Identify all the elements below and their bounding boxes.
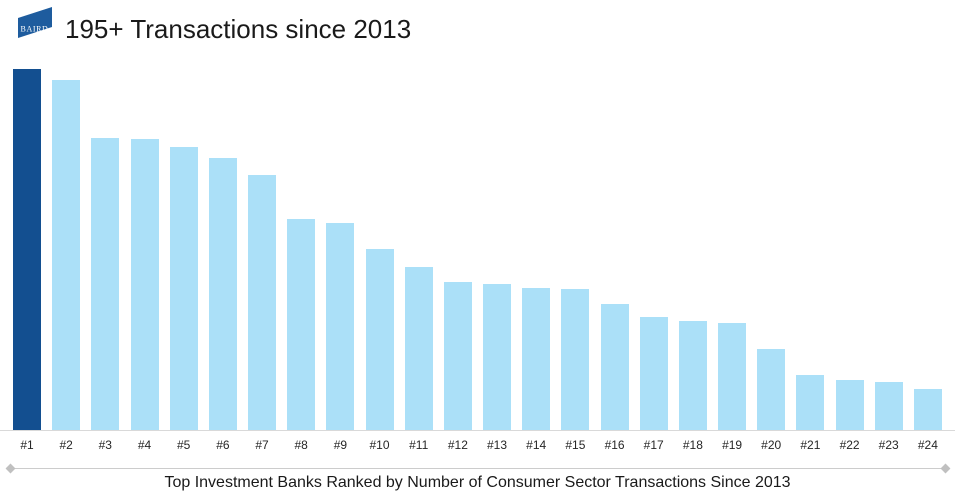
- footer-divider-line: [10, 468, 946, 469]
- header: BAIRD 195+ Transactions since 2013: [0, 0, 955, 56]
- bar-rank-3: [91, 137, 120, 430]
- bar-rank-15: [561, 289, 590, 430]
- x-tick-label-8: #8: [294, 438, 308, 452]
- x-tick-label-24: #24: [917, 438, 938, 452]
- bar-rank-16: [600, 304, 629, 430]
- bar-rank-18: [678, 320, 707, 430]
- bar-rank-22: [835, 380, 864, 430]
- x-tick-label-1: #1: [20, 438, 34, 452]
- x-tick-label-9: #9: [333, 438, 348, 452]
- x-tick-label-11: #11: [409, 438, 429, 452]
- x-tick-label-12: #12: [447, 438, 468, 452]
- x-tick-label-13: #13: [486, 438, 508, 452]
- x-tick-label-6: #6: [216, 438, 230, 452]
- bar-rank-1: [13, 69, 41, 430]
- bar-rank-14: [522, 287, 551, 430]
- x-tick-label-18: #18: [682, 438, 703, 452]
- bar-rank-21: [796, 374, 825, 430]
- chart-caption: Top Investment Banks Ranked by Number of…: [164, 474, 791, 491]
- bar-rank-17: [639, 317, 668, 430]
- divider-diamond-left-icon: [5, 463, 16, 474]
- x-tick-label-4: #4: [137, 438, 152, 452]
- bar-rank-4: [130, 139, 159, 430]
- x-tick-label-7: #7: [255, 438, 269, 452]
- x-tick-label-22: #22: [839, 438, 860, 452]
- bar-rank-20: [757, 348, 786, 430]
- x-tick-label-10: #10: [369, 438, 390, 452]
- bar-rank-23: [874, 381, 903, 430]
- bar-rank-11: [404, 267, 433, 430]
- bar-rank-5: [169, 146, 198, 430]
- page-title: 195+ Transactions since 2013: [65, 14, 412, 44]
- x-tick-label-14: #14: [526, 438, 547, 452]
- bar-rank-12: [443, 281, 472, 430]
- x-tick-label-19: #19: [722, 438, 743, 452]
- bar-rank-6: [208, 157, 237, 430]
- x-tick-label-23: #23: [878, 438, 899, 452]
- x-tick-label-21: #21: [800, 438, 821, 452]
- bar-rank-2: [52, 80, 81, 430]
- baird-logo: BAIRD: [18, 7, 52, 38]
- baird-logo-text: BAIRD: [21, 25, 49, 34]
- x-tick-label-17: #17: [643, 438, 664, 452]
- x-tick-label-15: #15: [565, 438, 586, 452]
- x-tick-label-2: #2: [59, 438, 73, 452]
- baird-logo-parallelogram: [18, 7, 52, 38]
- divider-diamond-right-icon: [940, 463, 951, 474]
- bar-rank-24: [913, 389, 942, 430]
- bar-rank-7: [248, 174, 276, 430]
- x-tick-label-20: #20: [761, 438, 782, 452]
- x-axis-line: [0, 430, 955, 431]
- bar-rank-13: [483, 283, 511, 430]
- bar-rank-19: [718, 322, 747, 430]
- bar-rank-10: [365, 248, 394, 430]
- bar-chart-plot: [13, 69, 942, 430]
- x-tick-label-5: #5: [177, 438, 191, 452]
- x-tick-label-16: #16: [604, 438, 625, 452]
- x-axis-tick-labels: #1 #2 #3 #4 #5 #6 #7 #8 #9 #10 #11 #12 #13 #14 #15 #16 #…: [0, 438, 955, 456]
- bar-rank-8: [287, 219, 316, 430]
- x-tick-label-3: #3: [98, 438, 112, 452]
- bar-rank-9: [326, 222, 355, 430]
